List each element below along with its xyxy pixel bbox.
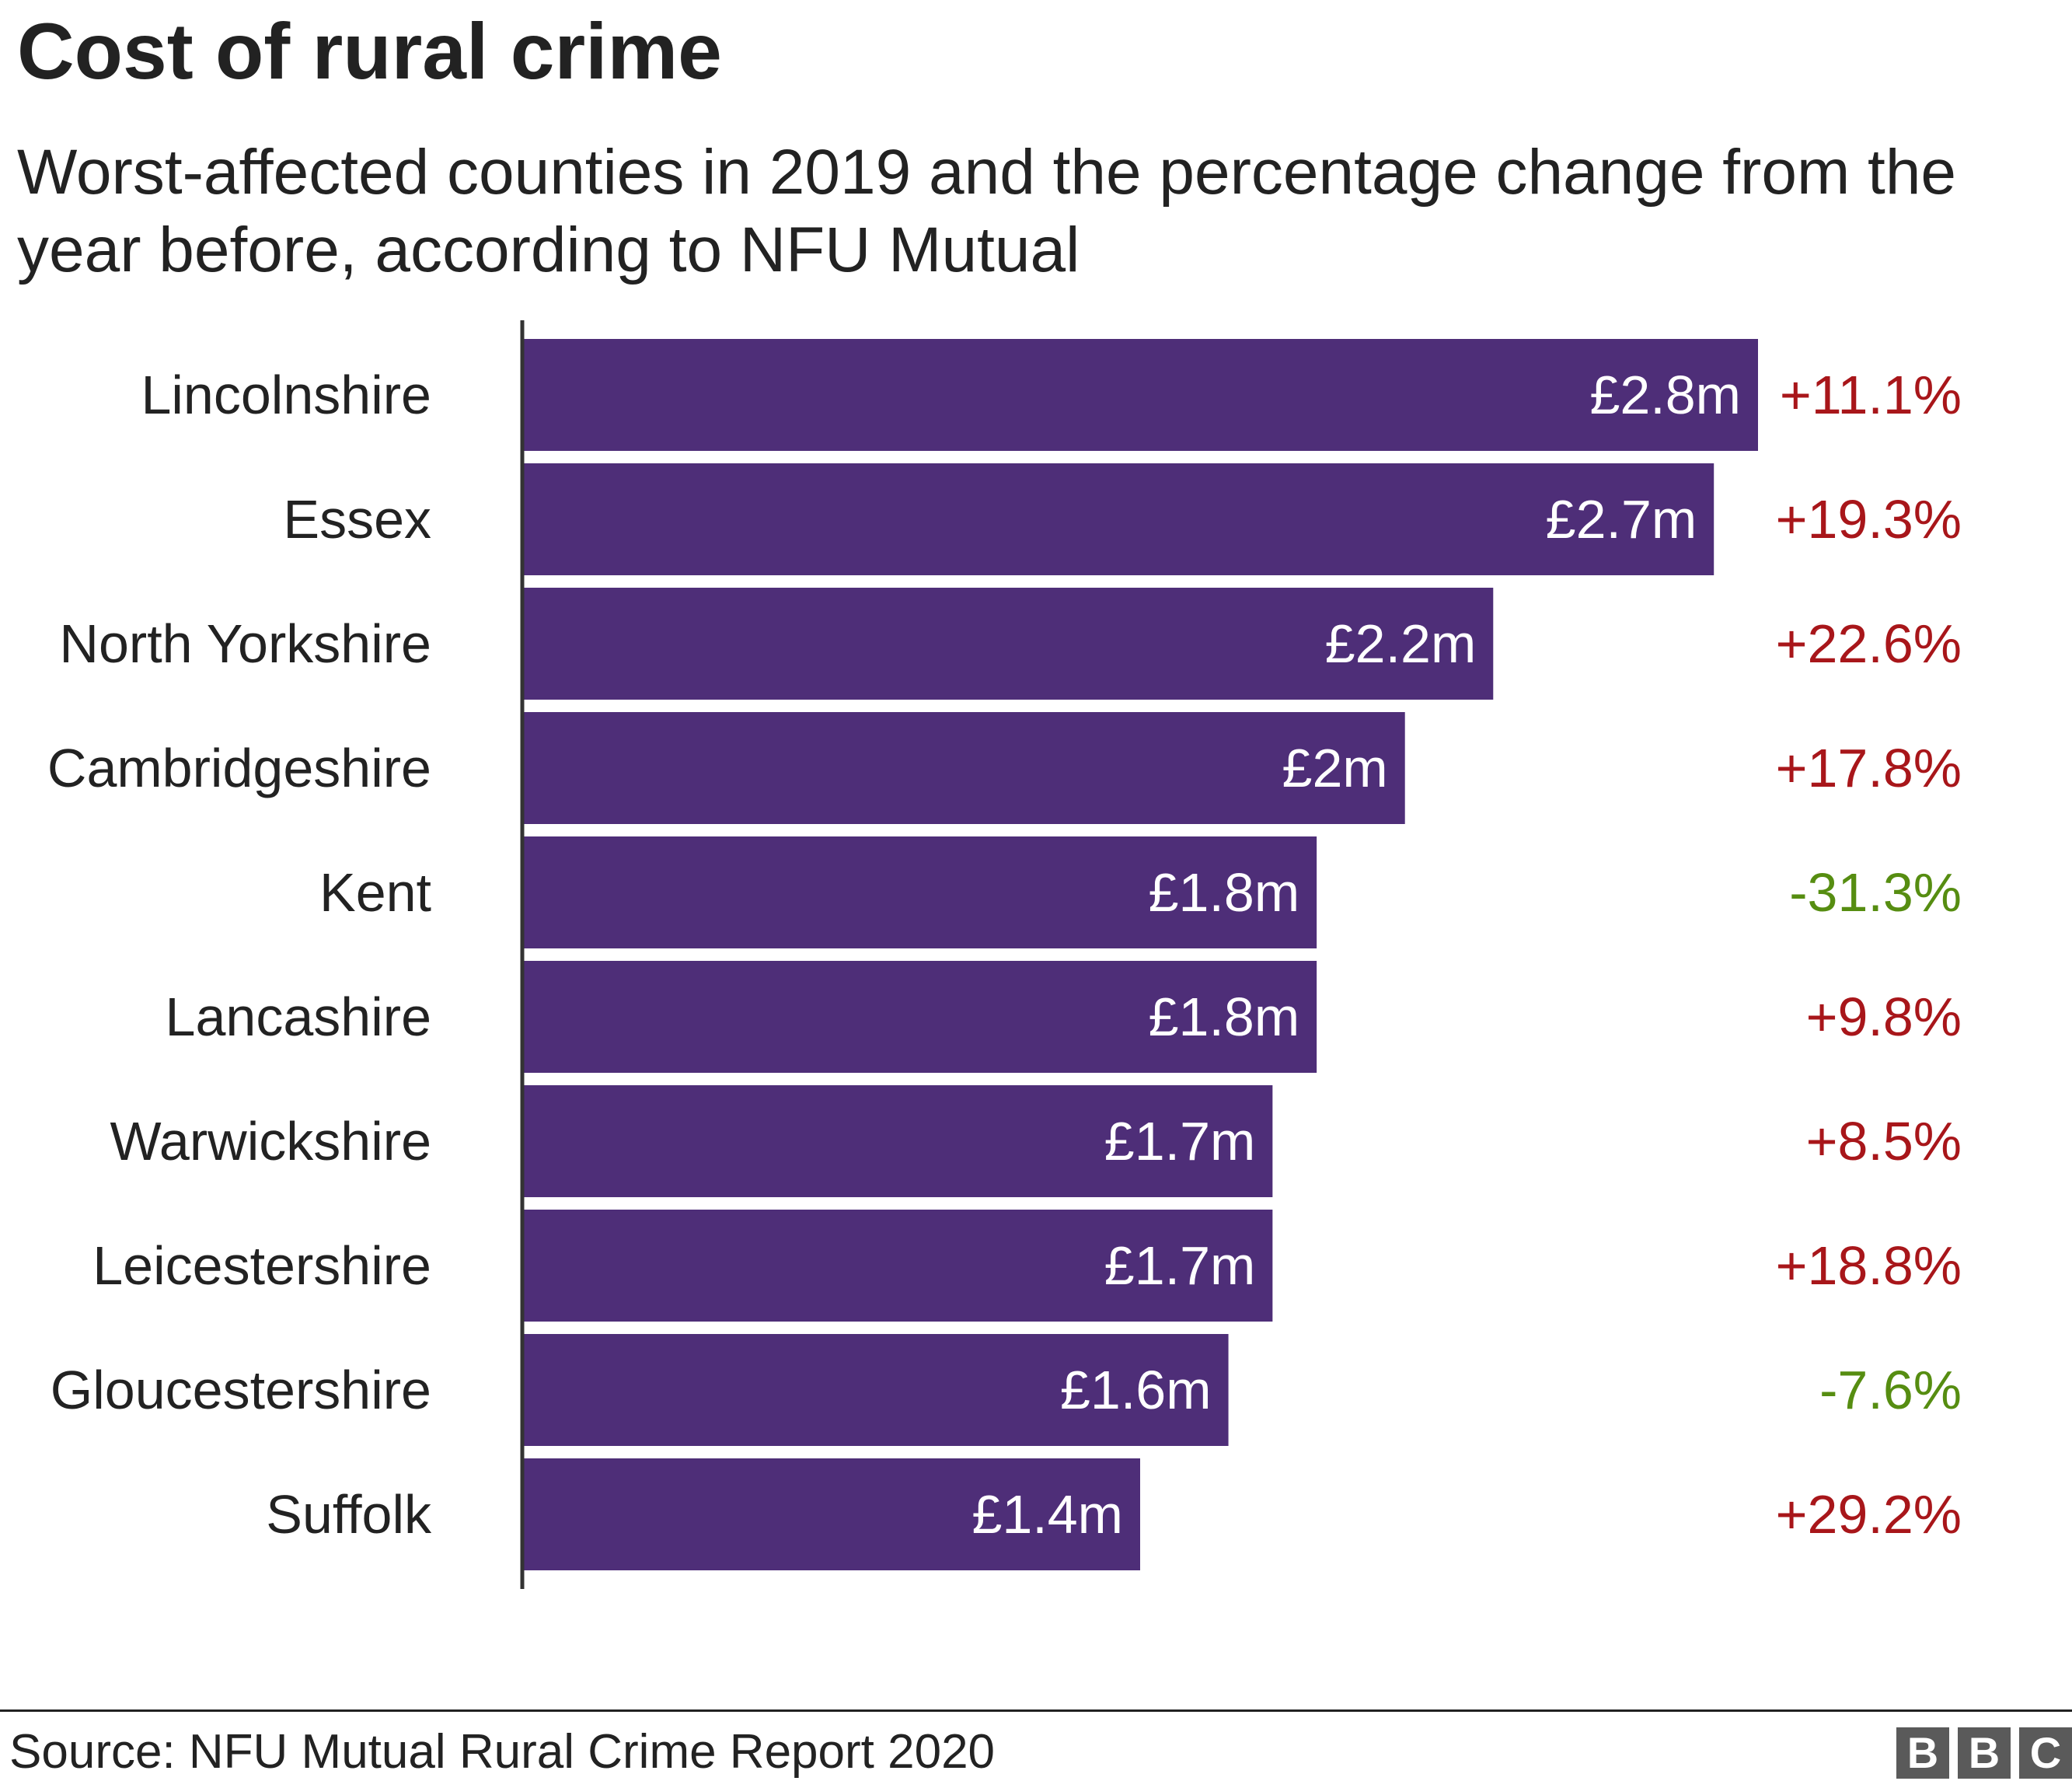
bar-north-yorkshire [522, 588, 1494, 700]
chart-title: Cost of rural crime [17, 7, 722, 96]
category-label: Lincolnshire [141, 365, 431, 425]
pct-change-label: +8.5% [1806, 1111, 1962, 1172]
source-note: Source: NFU Mutual Rural Crime Report 20… [9, 1725, 996, 1779]
pct-change-label: +18.8% [1776, 1235, 1962, 1296]
bar-warwickshire [522, 1085, 1273, 1197]
bar-lincolnshire [522, 339, 1758, 451]
bar-value-label: £1.8m [1149, 862, 1300, 923]
bbc-logo: B B C [1896, 1727, 2072, 1779]
bbc-logo-letter-1: B [1896, 1727, 1949, 1779]
pct-change-label: +11.1% [1780, 365, 1962, 425]
category-label: Leicestershire [92, 1235, 431, 1296]
pct-change-label: -31.3% [1789, 862, 1962, 923]
bar-value-label: £1.4m [971, 1484, 1123, 1545]
category-label: Lancashire [166, 987, 431, 1047]
bar-kent [522, 836, 1317, 948]
pct-change-label: +19.3% [1776, 489, 1962, 550]
category-label: North Yorkshire [59, 613, 431, 674]
category-label: Warwickshire [110, 1111, 431, 1172]
bar-suffolk [522, 1458, 1140, 1570]
bar-value-label: £2.7m [1546, 489, 1697, 550]
bar-value-label: £2.2m [1325, 613, 1477, 674]
pct-change-label: +22.6% [1776, 613, 1962, 674]
bar-cambridgeshire [522, 712, 1405, 824]
category-label: Suffolk [266, 1484, 432, 1545]
bbc-logo-letter-3: C [2019, 1727, 2072, 1779]
bar-essex [522, 463, 1714, 575]
bar-chart: Lincolnshire £2.8m +11.1% Essex £2.7m +19.3% N… [47, 320, 1962, 1589]
bar-leicestershire [522, 1210, 1273, 1322]
bar-value-label: £1.7m [1104, 1235, 1256, 1296]
bar-gloucestershire [522, 1334, 1229, 1446]
category-label: Essex [283, 489, 431, 550]
category-label: Kent [319, 862, 431, 923]
pct-change-label: +29.2% [1776, 1484, 1962, 1545]
bar-value-label: £2m [1282, 738, 1388, 798]
footer-divider [0, 1709, 2072, 1712]
bar-value-label: £1.8m [1149, 987, 1300, 1047]
chart-subtitle: Worst-affected counties in 2019 and the … [17, 137, 1957, 285]
bar-value-label: £2.8m [1589, 365, 1741, 425]
bar-value-label: £1.6m [1060, 1360, 1212, 1420]
category-label: Gloucestershire [51, 1360, 431, 1420]
bbc-logo-letter-2: B [1958, 1727, 2011, 1779]
pct-change-label: +9.8% [1806, 987, 1962, 1047]
pct-change-label: +17.8% [1776, 738, 1962, 798]
bar-value-label: £1.7m [1104, 1111, 1256, 1172]
bar-lancashire [522, 961, 1317, 1073]
pct-change-label: -7.6% [1819, 1360, 1962, 1420]
category-label: Cambridgeshire [47, 738, 431, 798]
